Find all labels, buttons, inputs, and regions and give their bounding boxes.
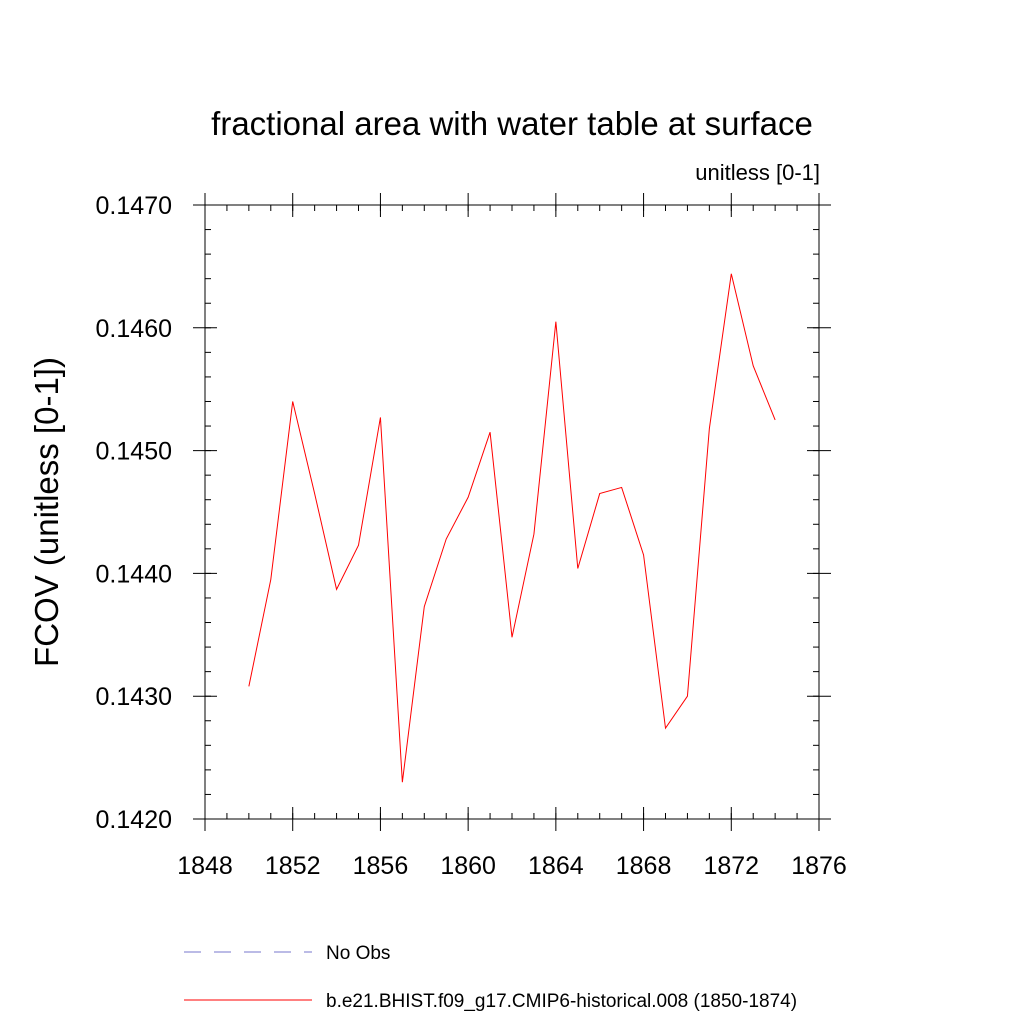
y-tick-label: 0.1450: [96, 438, 172, 466]
x-tick-label: 1872: [703, 852, 759, 880]
legend-label: b.e21.BHIST.f09_g17.CMIP6-historical.008…: [326, 991, 797, 1012]
y-tick-label: 0.1470: [96, 192, 172, 220]
chart-subtitle: unitless [0-1]: [695, 160, 820, 185]
y-tick-label: 0.1420: [96, 806, 172, 834]
legend: No Obs b.e21.BHIST.f09_g17.CMIP6-historic…: [184, 943, 797, 1012]
x-tick-label: 1856: [353, 852, 409, 880]
y-tick-label: 0.1440: [96, 560, 172, 588]
x-tick-label: 1868: [616, 852, 672, 880]
legend-label: No Obs: [326, 943, 390, 964]
series-lines: [248, 273, 776, 783]
x-tick-label: 1864: [528, 852, 584, 880]
minor-ticks: [204, 204, 820, 820]
y-tick-labels: 0.1420 0.1430 0.1440 0.1450 0.1460 0.1470: [96, 192, 172, 834]
major-ticks: [193, 193, 831, 831]
x-tick-label: 1860: [440, 852, 496, 880]
x-tick-label: 1852: [265, 852, 321, 880]
y-axis-label: FCOV (unitless [0-1]): [28, 357, 65, 667]
y-tick-label: 0.1460: [96, 315, 172, 343]
plot-frame: [204, 204, 820, 820]
x-tick-labels: 1848 1852 1856 1860 1864 1868 1872 1876: [177, 852, 847, 880]
series-line: [248, 273, 776, 783]
y-tick-label: 0.1430: [96, 683, 172, 711]
chart-title: fractional area with water table at surf…: [211, 105, 813, 142]
x-tick-label: 1848: [177, 852, 233, 880]
x-tick-label: 1876: [791, 852, 847, 880]
